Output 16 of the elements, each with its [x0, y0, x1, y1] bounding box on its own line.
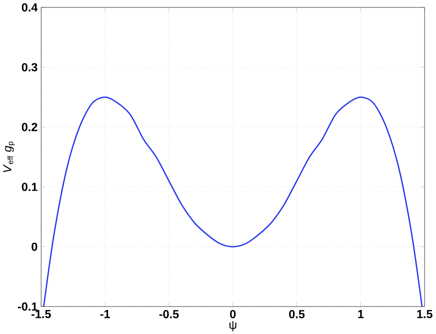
x-tick-label: -1.5: [32, 310, 51, 318]
x-tick-label: 1: [358, 310, 364, 318]
x-tick-label: 0.5: [289, 310, 305, 318]
y-tick-label: 0: [32, 242, 38, 251]
y-tick-label: 0.4: [22, 3, 38, 12]
line-series: [43, 96, 423, 306]
x-tick-label: -1: [100, 310, 110, 318]
x-axis-title: ψ: [229, 320, 236, 331]
y-tick-label: 0.2: [22, 122, 38, 131]
y-axis-title: V$_{eff}$ g$_{p}$: [3, 141, 15, 172]
y-tick-label: 0.3: [22, 62, 38, 72]
y-tick-label: 0.1: [22, 182, 38, 191]
y-tick-label: -0.1: [18, 302, 38, 310]
x-tick-label: 1.5: [417, 310, 432, 318]
x-tick-label: 0: [230, 310, 236, 318]
x-tick-label: -0.5: [159, 310, 179, 318]
